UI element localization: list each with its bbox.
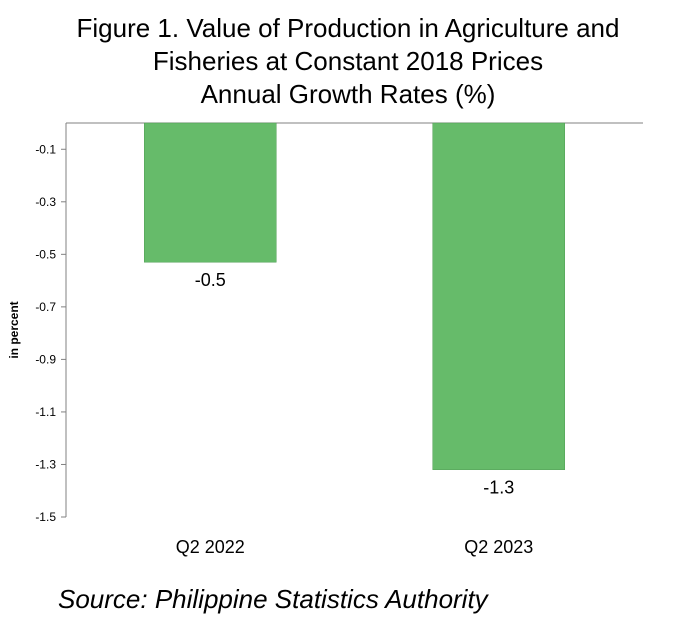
y-tick-label: -0.1 [35, 142, 56, 156]
chart-title-line-1: Figure 1. Value of Production in Agricul… [76, 13, 620, 43]
chart-title: Figure 1. Value of Production in Agricul… [0, 12, 696, 111]
y-axis-title: in percent [7, 301, 21, 358]
bar-q2-2023 [432, 122, 565, 470]
y-tick-label: -0.7 [35, 300, 56, 314]
bar-q2-2022 [144, 122, 277, 263]
chart-title-line-3: Annual Growth Rates (%) [200, 79, 496, 109]
x-category-label: Q2 2022 [176, 537, 245, 557]
y-tick-label: -1.5 [35, 510, 56, 524]
y-tick-label: -1.3 [35, 457, 56, 471]
data-label: -1.3 [483, 478, 514, 498]
y-tick-label: -0.5 [35, 247, 56, 261]
data-label: -0.5 [195, 270, 226, 290]
y-tick-label: -0.3 [35, 195, 56, 209]
y-tick-label: -1.1 [35, 405, 56, 419]
source-note: Source: Philippine Statistics Authority [58, 584, 488, 614]
y-tick-label: -0.9 [35, 352, 56, 366]
chart-title-line-2: Fisheries at Constant 2018 Prices [152, 46, 544, 76]
x-category-label: Q2 2023 [464, 537, 533, 557]
